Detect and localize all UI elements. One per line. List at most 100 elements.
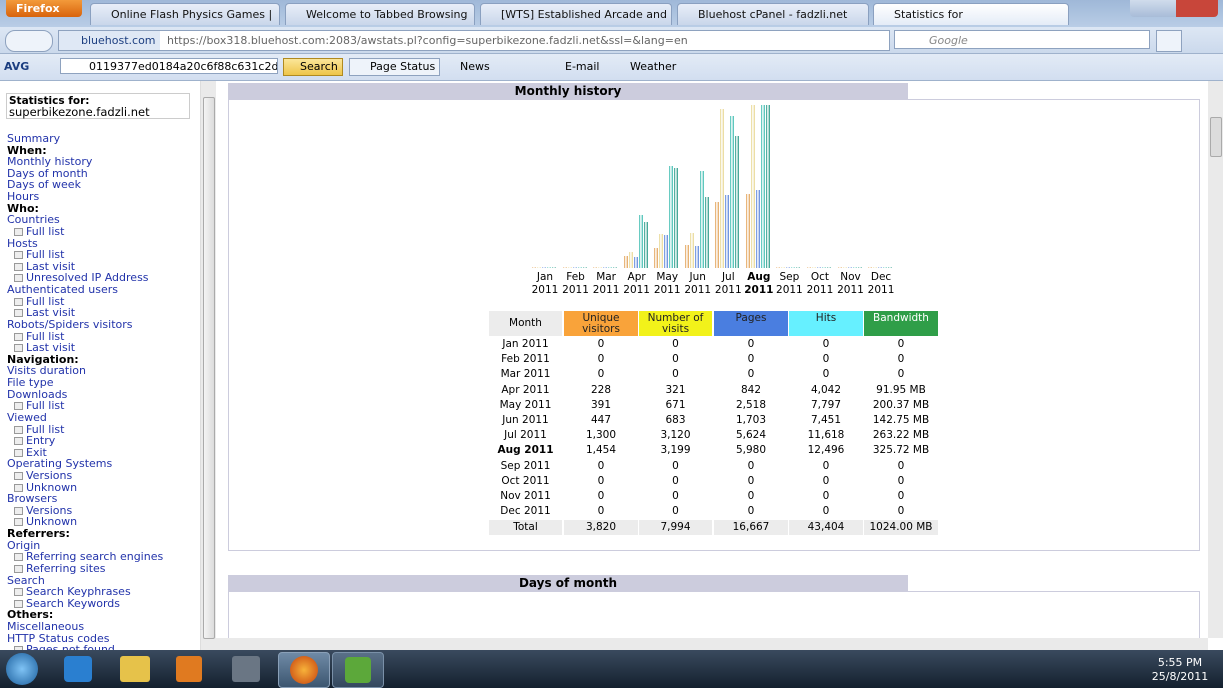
url-text: https://box318.bluehost.com:2083/awstats… <box>167 34 688 47</box>
horizontal-scrollbar[interactable] <box>216 638 1208 650</box>
search-box[interactable]: Google <box>894 30 1150 49</box>
start-button[interactable] <box>6 653 38 685</box>
menu-sublink[interactable]: Last visit <box>26 341 76 355</box>
data-label: 4,042 <box>810 383 842 396</box>
row-label: Jul 2011 <box>504 429 547 442</box>
menu-link[interactable]: Miscellaneous <box>7 620 85 634</box>
total-value: 3,820 <box>564 520 638 535</box>
data-label: 0 <box>597 368 605 381</box>
x-tick-label: Jan 2011 <box>531 271 559 296</box>
data-label: 321 <box>665 383 686 396</box>
site-identity[interactable]: bluehost.com <box>59 31 160 50</box>
avg-search-button[interactable]: Search <box>283 58 343 76</box>
weather-button[interactable]: Weather <box>630 60 677 73</box>
avg-brand[interactable]: AVG <box>4 60 30 73</box>
data-label: 228 <box>590 383 612 396</box>
sub-icon <box>14 588 23 597</box>
url-bar[interactable]: bluehost.com https://box318.bluehost.com… <box>58 30 890 51</box>
ie-icon[interactable] <box>64 656 92 682</box>
menu-sublink[interactable]: Versions <box>26 468 73 482</box>
x-tick-label: Aug 2011 <box>744 271 774 296</box>
menu-link[interactable]: Days of month <box>7 166 88 180</box>
total-value: 43,404 <box>789 520 863 535</box>
menu-link[interactable]: Viewed <box>7 410 47 424</box>
row-label: May 2011 <box>499 398 552 411</box>
home-button[interactable] <box>1156 30 1182 52</box>
menu-sublink[interactable]: Search Keyphrases <box>26 585 131 599</box>
sub-icon <box>14 437 23 446</box>
menu-link[interactable]: Robots/Spiders visitors <box>7 317 133 331</box>
back-forward[interactable] <box>5 30 53 52</box>
window-controls[interactable] <box>1130 0 1218 17</box>
browser-tab[interactable]: Online Flash Physics Games | Al... <box>90 3 280 25</box>
media-icon[interactable] <box>176 656 202 682</box>
menu-link[interactable]: HTTP Status codes <box>7 631 110 645</box>
main-scrollbar[interactable] <box>1208 81 1223 638</box>
page-status-button[interactable]: Page Status <box>349 58 441 76</box>
menu-sublink[interactable]: Unknown <box>26 515 78 529</box>
menu-link[interactable]: Origin <box>7 538 41 552</box>
email-button[interactable]: E-mail <box>565 60 600 73</box>
x-tick-label: Feb 2011 <box>562 271 589 296</box>
data-label: 0 <box>672 505 679 518</box>
avg-search-input[interactable]: 0119377ed0184a20c6f88c631c2db3ae <box>60 58 278 74</box>
sub-icon <box>14 448 23 457</box>
data-label: 0 <box>672 474 679 487</box>
browser-tab[interactable]: Welcome to Tabbed Browsing <box>285 3 475 25</box>
browser-tab[interactable]: Statistics for superbikezone.fad... <box>873 3 1069 25</box>
menu-link[interactable]: Downloads <box>7 387 68 401</box>
sidebar-scrollbar[interactable] <box>200 81 216 650</box>
menu-sublink[interactable]: Unknown <box>26 480 78 494</box>
menu-sublink[interactable]: Last visit <box>26 259 76 273</box>
menu-sublink[interactable]: Referring sites <box>26 561 106 575</box>
app-icon[interactable] <box>232 656 260 682</box>
menu-sublink[interactable]: Full list <box>26 399 65 413</box>
bar <box>643 221 648 268</box>
menu-sublink[interactable]: Referring search engines <box>26 550 164 564</box>
bar <box>791 267 796 268</box>
menu-link[interactable]: Days of week <box>7 178 81 192</box>
data-label: 0 <box>747 338 755 350</box>
menu-link[interactable]: File type <box>7 376 54 390</box>
legend-entry: Bandwidth <box>864 311 938 336</box>
menu-link[interactable]: Search <box>7 573 45 587</box>
browser-tab[interactable]: Bluehost cPanel - fadzli.net <box>677 3 869 25</box>
menu-sublink[interactable]: Search Keywords <box>26 596 120 610</box>
menu-link[interactable]: Hosts <box>7 236 38 250</box>
menu-sublink[interactable]: Exit <box>26 445 47 459</box>
menu-link[interactable]: Browsers <box>7 492 58 506</box>
row-label: Oct 2011 <box>501 474 550 487</box>
bar <box>796 267 801 268</box>
menu-link[interactable]: Monthly history <box>7 155 93 169</box>
menu-link[interactable]: Summary <box>7 132 61 145</box>
menu-sublink[interactable]: Full list <box>26 329 65 343</box>
news-button[interactable]: News <box>460 60 490 73</box>
menu-link[interactable]: Countries <box>7 213 60 227</box>
firefox-button[interactable]: Firefox <box>6 0 82 17</box>
menu-sublink[interactable]: Full list <box>26 294 65 308</box>
menu-sublink[interactable]: Unresolved IP Address <box>26 271 149 285</box>
menu-sublink[interactable]: Full list <box>26 248 65 262</box>
menu-sublink[interactable]: Full list <box>26 224 65 238</box>
bar <box>811 267 816 268</box>
explorer-icon[interactable] <box>120 656 150 682</box>
menu-sublink[interactable]: Full list <box>26 422 65 436</box>
main-frame: Monthly history Days of month Jan 2011 Fe… <box>216 81 1208 638</box>
menu-link[interactable]: Authenticated users <box>7 283 118 297</box>
evernote-task[interactable] <box>332 652 384 688</box>
firefox-task[interactable] <box>278 652 330 688</box>
sub-icon <box>14 506 23 515</box>
browser-tab[interactable]: [WTS] Established Arcade and V... <box>480 3 672 25</box>
data-label: 0 <box>747 353 755 366</box>
bar <box>878 267 883 268</box>
clock[interactable]: 5:55 PM 25/8/2011 <box>1150 656 1210 684</box>
data-label: 3,120 <box>660 429 691 442</box>
bar <box>730 116 735 268</box>
menu-link[interactable]: Operating Systems <box>7 457 113 471</box>
menu-link[interactable]: Visits duration <box>7 364 86 378</box>
menu-link[interactable]: Hours <box>7 190 40 204</box>
menu-sublink[interactable]: Entry <box>26 434 56 448</box>
menu-sublink[interactable]: Last visit <box>26 306 76 320</box>
menu-sublink[interactable]: Pages not found <box>26 643 115 650</box>
menu-sublink[interactable]: Versions <box>26 503 73 517</box>
